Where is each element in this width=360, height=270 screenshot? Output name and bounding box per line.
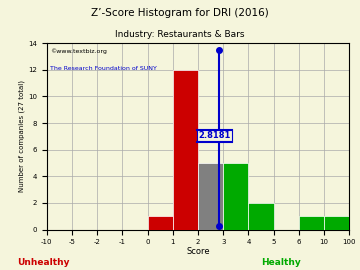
Text: Healthy: Healthy: [261, 258, 301, 266]
Text: Industry: Restaurants & Bars: Industry: Restaurants & Bars: [115, 30, 245, 39]
Text: ©www.textbiz.org: ©www.textbiz.org: [50, 49, 107, 55]
Bar: [324, 216, 349, 230]
Bar: [248, 203, 274, 230]
Bar: [198, 163, 223, 230]
X-axis label: Score: Score: [186, 247, 210, 256]
Bar: [223, 163, 248, 230]
Bar: [299, 216, 324, 230]
Text: 2.8181: 2.8181: [199, 131, 231, 140]
Text: Z’-Score Histogram for DRI (2016): Z’-Score Histogram for DRI (2016): [91, 8, 269, 18]
Y-axis label: Number of companies (27 total): Number of companies (27 total): [19, 80, 25, 192]
Bar: [148, 216, 173, 230]
Bar: [173, 70, 198, 230]
Text: Unhealthy: Unhealthy: [17, 258, 69, 266]
Text: The Research Foundation of SUNY: The Research Foundation of SUNY: [50, 66, 157, 70]
